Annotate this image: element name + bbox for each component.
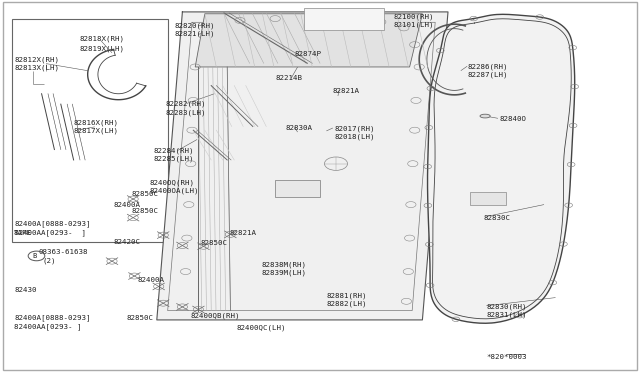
Text: 82214B: 82214B [275, 75, 302, 81]
Text: 82285(LH): 82285(LH) [154, 155, 194, 162]
Ellipse shape [480, 114, 490, 118]
Polygon shape [157, 12, 448, 320]
Text: 82420C: 82420C [114, 239, 141, 245]
Text: 82821(LH): 82821(LH) [174, 31, 214, 38]
Text: 82881(RH): 82881(RH) [326, 292, 367, 299]
Polygon shape [428, 14, 575, 323]
Text: 82830(RH): 82830(RH) [486, 304, 527, 310]
Text: 82282(RH): 82282(RH) [165, 101, 205, 108]
Text: 82400A[0888-0293]: 82400A[0888-0293] [14, 221, 91, 227]
Text: 82839M(LH): 82839M(LH) [261, 270, 306, 276]
Text: 82400AA[0293-  ]: 82400AA[0293- ] [14, 229, 86, 235]
Text: 82286(RH): 82286(RH) [467, 64, 508, 70]
Text: 82430: 82430 [14, 287, 36, 293]
Text: 82400A: 82400A [138, 277, 164, 283]
Text: 82821A: 82821A [333, 88, 360, 94]
Text: 82152(RH): 82152(RH) [307, 13, 348, 20]
Text: TAPE: TAPE [14, 230, 32, 235]
Text: 82400AA[0293- ]: 82400AA[0293- ] [14, 323, 81, 330]
Text: 82830C: 82830C [483, 215, 510, 221]
Bar [275, 180, 320, 197]
Text: 82874P: 82874P [294, 51, 321, 57]
Text: 82018(LH): 82018(LH) [334, 133, 374, 140]
Text: B: B [33, 253, 37, 259]
Text: 82100(RH): 82100(RH) [394, 13, 434, 20]
Text: 82819X(LH): 82819X(LH) [80, 45, 125, 52]
Text: 82816X(RH): 82816X(RH) [74, 119, 118, 126]
Text: 82400QC(LH): 82400QC(LH) [237, 325, 286, 331]
Text: 82812X(RH): 82812X(RH) [14, 56, 59, 63]
Text: 82283(LH): 82283(LH) [165, 109, 205, 116]
Text: 82153(LH): 82153(LH) [307, 22, 348, 28]
Text: 82817X(LH): 82817X(LH) [74, 128, 118, 134]
Text: 82813X(LH): 82813X(LH) [14, 64, 59, 71]
Text: 82850C: 82850C [200, 240, 227, 246]
Polygon shape [195, 14, 422, 67]
Text: 82840O: 82840O [499, 116, 526, 122]
Text: 82850C: 82850C [131, 208, 158, 214]
Text: 82820(RH): 82820(RH) [174, 23, 214, 29]
Text: 82830A: 82830A [285, 125, 312, 131]
Text: (2): (2) [43, 257, 56, 264]
Text: 82400QB(RH): 82400QB(RH) [191, 313, 240, 320]
Text: 82838M(RH): 82838M(RH) [261, 262, 306, 268]
Bar [470, 192, 506, 205]
Text: 82882(LH): 82882(LH) [326, 301, 367, 307]
Text: 82287(LH): 82287(LH) [467, 72, 508, 78]
Text: 82850C: 82850C [127, 315, 154, 321]
Text: *820*0003: *820*0003 [486, 354, 527, 360]
Bar [12, 19, 168, 242]
Text: 82400A[0888-0293]: 82400A[0888-0293] [14, 315, 91, 321]
Text: 82818X(RH): 82818X(RH) [80, 36, 125, 42]
Text: 82400A: 82400A [114, 202, 141, 208]
Text: 82831(LH): 82831(LH) [486, 312, 527, 318]
Bar [304, 8, 384, 30]
Text: 82017(RH): 82017(RH) [334, 125, 374, 132]
Text: 82400OA(LH): 82400OA(LH) [150, 188, 199, 195]
Text: 8240OQ(RH): 8240OQ(RH) [150, 180, 195, 186]
Text: 82284(RH): 82284(RH) [154, 147, 194, 154]
Text: 82101(LH): 82101(LH) [394, 22, 434, 28]
Text: 82821A: 82821A [229, 230, 256, 235]
Text: 82850C: 82850C [131, 191, 158, 197]
Text: 08363-61638: 08363-61638 [38, 249, 88, 255]
